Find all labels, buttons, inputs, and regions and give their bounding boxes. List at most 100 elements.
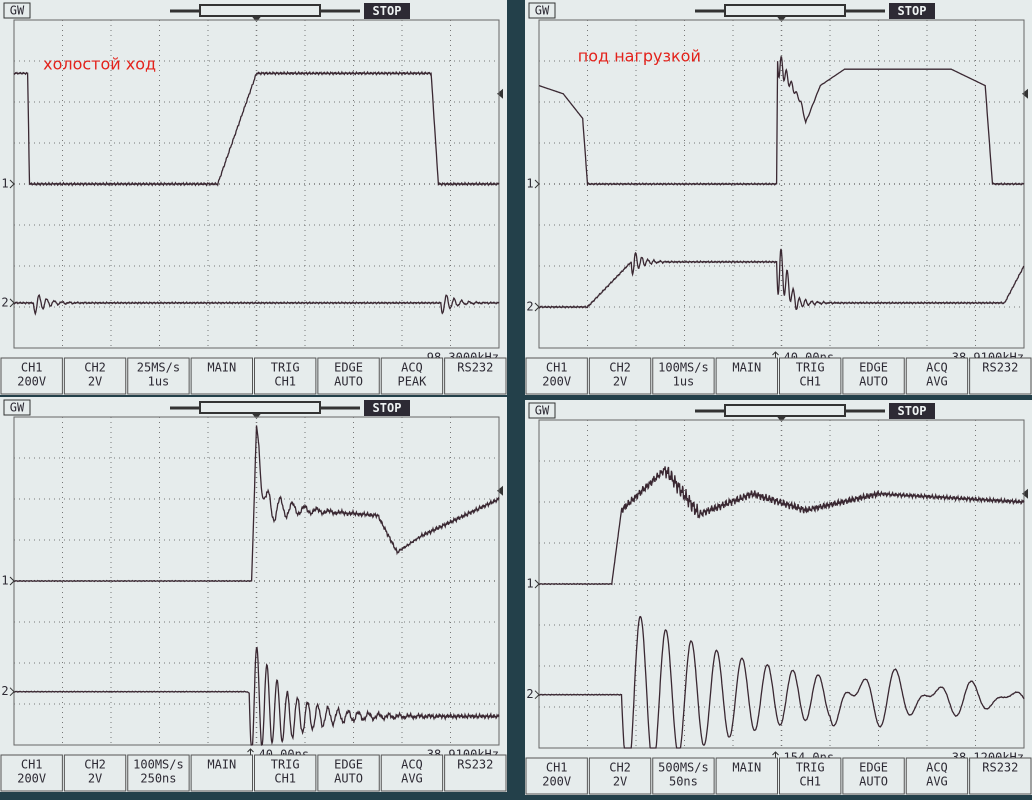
status-label: AUTO [859,775,888,789]
waveform [538,56,1025,187]
status-cell [317,357,380,395]
status-label: 2V [613,375,627,389]
status-cell [127,357,190,395]
status-label: EDGE [859,361,888,375]
status-label: CH2 [84,361,106,375]
status-label: 2V [88,375,102,389]
channel-marker-arrow [9,179,15,189]
status-cell [652,757,715,795]
status-label: CH1 [546,361,568,375]
status-label: 500MS/s [658,761,709,775]
status-cell [0,754,63,792]
trigger-pointer [776,16,787,22]
status-cell [127,754,190,792]
status-cell [652,357,715,395]
status-label: 2V [613,775,627,789]
channel-marker-arrow [9,576,15,586]
waveform [13,425,500,583]
channel-marker: 2 [526,687,533,701]
status-cell [779,757,842,795]
screen-background [0,0,507,395]
status-cell [444,357,507,395]
status-cell [588,357,652,395]
status-label: CH1 [799,375,821,389]
status-label: 50ns [669,775,698,789]
state-box [364,400,410,416]
status-label: CH2 [84,758,106,772]
status-label: CH1 [546,761,568,775]
waveform [13,646,500,747]
channel-marker: 2 [1,684,8,698]
status-cell [969,357,1032,395]
status-cell [969,757,1032,795]
status-label: MAIN [207,361,236,375]
status-label: CH1 [21,361,43,375]
status-label: 25MS/s [137,361,180,375]
status-label: EDGE [859,761,888,775]
status-cell [380,357,444,395]
brand-label: GW [10,401,25,415]
status-label: ACQ [401,758,423,772]
status-label: AVG [926,375,948,389]
trigger-pointer [776,416,787,422]
state-label: STOP [898,404,927,418]
status-label: PEAK [397,375,427,389]
status-label: MAIN [732,761,761,775]
status-label: CH1 [799,775,821,789]
channel-marker: 1 [1,177,8,191]
waveform [538,248,1025,311]
screen-background [525,400,1032,795]
channel-marker: 1 [526,177,533,191]
status-cell [715,757,778,795]
status-cell [63,357,127,395]
status-cell [525,357,588,395]
brand-label: GW [535,4,550,18]
status-cell [317,754,380,792]
status-label: AVG [926,775,948,789]
waveform [13,70,500,187]
channel-marker-arrow [9,687,15,697]
channel-marker-arrow [534,302,540,312]
state-label: STOP [898,4,927,18]
status-cell [905,357,969,395]
memory-window [199,401,321,414]
scope-screen: GWSTOP1240.00ns38.9100kHzCH1200VCH22V100… [0,397,507,792]
status-cell [842,357,905,395]
status-cell [254,357,317,395]
channel-marker-arrow [534,579,540,589]
status-label: AUTO [334,375,363,389]
status-label: TRIG [796,361,825,375]
status-label: CH2 [609,361,631,375]
status-label: ACQ [926,761,948,775]
status-label: TRIG [271,361,300,375]
status-label: ACQ [401,361,423,375]
memory-window [724,404,846,417]
status-label: RS232 [457,758,493,772]
status-label: MAIN [732,361,761,375]
status-label: 100MS/s [658,361,709,375]
trigger-level [1022,88,1028,99]
status-label: 1us [148,375,170,389]
channel-marker: 2 [526,300,533,314]
status-label: CH1 [274,375,296,389]
status-cell [380,754,444,792]
trigger-level [497,88,503,99]
status-label: RS232 [982,761,1018,775]
state-label: STOP [373,401,402,415]
status-label: EDGE [334,361,363,375]
state-label: STOP [373,4,402,18]
status-cell [588,757,652,795]
status-label: 200V [542,775,571,789]
memory-window [724,4,846,17]
waveform [538,615,1025,749]
status-cell [905,757,969,795]
status-label: EDGE [334,758,363,772]
brand-label: GW [10,4,25,18]
channel-marker-arrow [534,179,540,189]
status-label: AUTO [859,375,888,389]
brand-box [528,402,556,419]
status-cell [444,754,507,792]
